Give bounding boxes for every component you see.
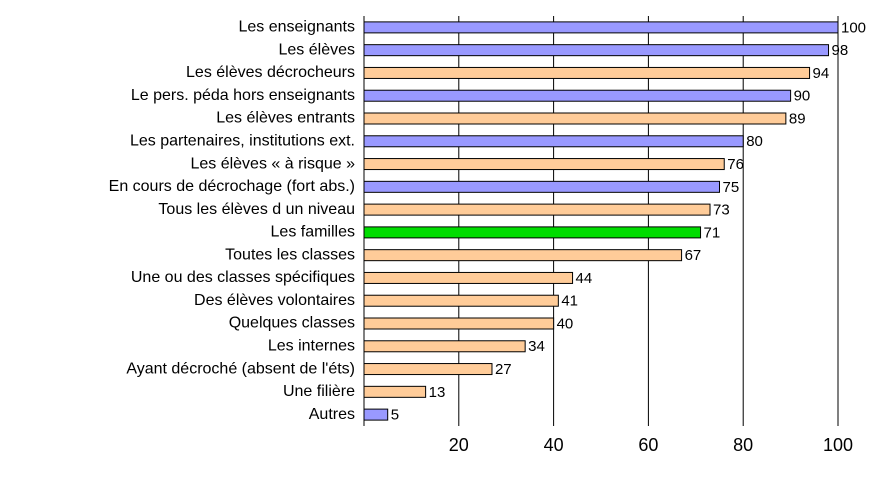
bar (363, 226, 702, 239)
data-label: 89 (789, 110, 806, 127)
bar (363, 21, 839, 34)
data-label: 80 (746, 133, 763, 150)
bar (363, 135, 744, 148)
y-tick-label: Autres (309, 406, 355, 423)
y-tick-label: Des élèves volontaires (194, 292, 355, 309)
bar (363, 180, 720, 193)
data-label: 90 (794, 88, 811, 105)
bar (363, 271, 574, 284)
y-tick-label: Les partenaires, institutions ext. (130, 132, 355, 149)
x-tick-label: 40 (544, 435, 564, 455)
y-tick-label: Les élèves décrocheurs (186, 64, 355, 81)
data-label: 5 (391, 407, 399, 424)
y-tick-label: Les élèves « à risque » (190, 155, 355, 172)
data-label: 76 (727, 156, 744, 173)
bar (363, 249, 683, 262)
y-tick-label: Tous les élèves d un niveau (158, 201, 355, 218)
data-label: 73 (713, 202, 730, 219)
data-label: 41 (561, 293, 578, 310)
bar (363, 340, 526, 353)
bar (363, 294, 559, 307)
y-tick-label: Une ou des classes spécifiques (131, 269, 355, 286)
y-tick-label: Les élèves entrants (216, 110, 355, 127)
bar (363, 158, 725, 171)
data-label: 44 (576, 270, 593, 287)
y-tick-label: Une filière (283, 383, 355, 400)
y-tick-label: Les enseignants (238, 19, 355, 36)
bar (363, 317, 555, 330)
data-label: 100 (841, 19, 866, 36)
bar (363, 44, 830, 57)
data-label: 71 (704, 224, 721, 241)
bar (363, 112, 787, 125)
y-tick-label: Quelques classes (229, 315, 355, 332)
x-tick-label: 60 (638, 435, 658, 455)
y-tick-label: Les familles (271, 224, 355, 241)
data-label: 13 (429, 384, 446, 401)
y-tick-label: Les internes (268, 337, 355, 354)
bar (363, 89, 792, 102)
data-label: 75 (723, 179, 740, 196)
data-label: 34 (528, 338, 545, 355)
bar (363, 363, 493, 376)
x-tick-label: 80 (733, 435, 753, 455)
data-label: 27 (495, 361, 512, 378)
bar (363, 385, 427, 398)
x-tick-label: 20 (449, 435, 469, 455)
data-label: 94 (813, 65, 830, 82)
y-tick-label: Les élèves (279, 41, 356, 58)
y-tick-label: Ayant décroché (absent de l'éts) (126, 360, 355, 377)
x-tick-label: 100 (823, 435, 853, 455)
bar (363, 408, 389, 421)
bar (363, 203, 711, 216)
data-label: 67 (685, 247, 702, 264)
y-tick-label: Le pers. péda hors enseignants (131, 87, 355, 104)
y-tick-label: Toutes les classes (225, 246, 355, 263)
data-label: 98 (832, 42, 849, 59)
y-tick-label: En cours de décrochage (fort abs.) (109, 178, 355, 195)
bar (363, 66, 811, 79)
data-label: 40 (557, 315, 574, 332)
